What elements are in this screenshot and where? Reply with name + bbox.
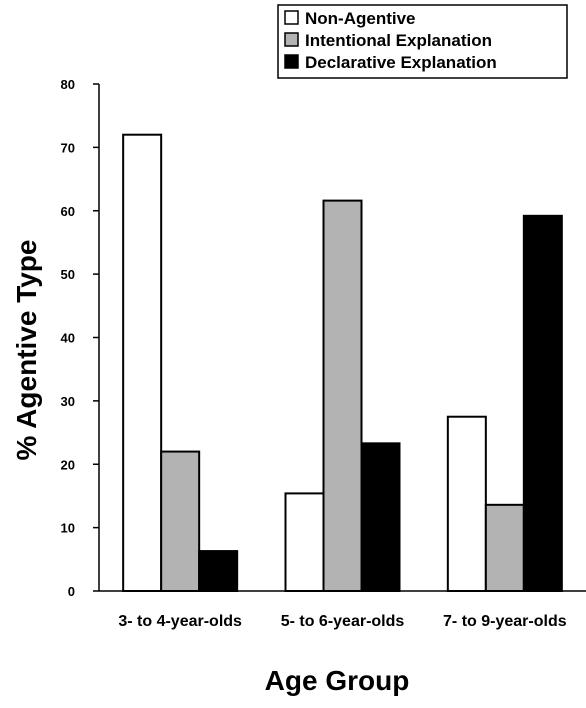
- y-tick-label: 10: [61, 521, 75, 536]
- legend-label: Intentional Explanation: [305, 31, 492, 50]
- bar-intentional-explanation-3: [484, 503, 525, 592]
- bar-non-agentive-2: [284, 492, 325, 592]
- x-category-label: 3- to 4-year-olds: [118, 613, 242, 630]
- legend-label: Declarative Explanation: [305, 53, 497, 72]
- bar-intentional-explanation-1: [160, 450, 201, 593]
- plot-area: 0 10 20 30 40 50 60 70 80 3- to 4-year-olds 5- to…: [61, 77, 586, 630]
- bar-intentional-explanation-2: [322, 199, 363, 593]
- legend: Non-Agentive Intentional Explanation Decla…: [277, 4, 568, 79]
- legend-frame: [277, 4, 568, 79]
- x-category-label: 5- to 6-year-olds: [281, 613, 405, 630]
- x-axis-title: Age Group: [265, 665, 410, 696]
- y-tick-label: 50: [61, 267, 75, 282]
- y-tick-label: 20: [61, 457, 75, 472]
- bar-non-agentive-1: [122, 133, 163, 592]
- y-tick-label: 30: [61, 394, 75, 409]
- legend-swatch: [284, 54, 299, 69]
- y-tick-label: 60: [61, 204, 75, 219]
- bar-declarative-explanation-1: [198, 550, 239, 592]
- legend-label: Non-Agentive: [305, 9, 416, 28]
- bar-non-agentive-3: [446, 415, 487, 592]
- y-tick-label: 70: [61, 140, 75, 155]
- x-category-label: 7- to 9-year-olds: [443, 613, 567, 630]
- y-tick-label: 80: [61, 77, 75, 92]
- bar-declarative-explanation-3: [522, 214, 563, 592]
- y-axis-title: % Agentive Type: [11, 240, 42, 461]
- bar-series-group: [122, 133, 563, 593]
- y-tick-label: 40: [61, 331, 75, 346]
- legend-swatch: [284, 10, 299, 25]
- y-tick-label: 0: [68, 584, 75, 599]
- legend-swatch: [284, 32, 299, 47]
- bar-declarative-explanation-2: [360, 442, 401, 592]
- y-axis-ticks: 0 10 20 30 40 50 60 70 80: [61, 77, 99, 599]
- x-axis-category-labels: 3- to 4-year-olds 5- to 6-year-olds 7- to …: [118, 613, 566, 630]
